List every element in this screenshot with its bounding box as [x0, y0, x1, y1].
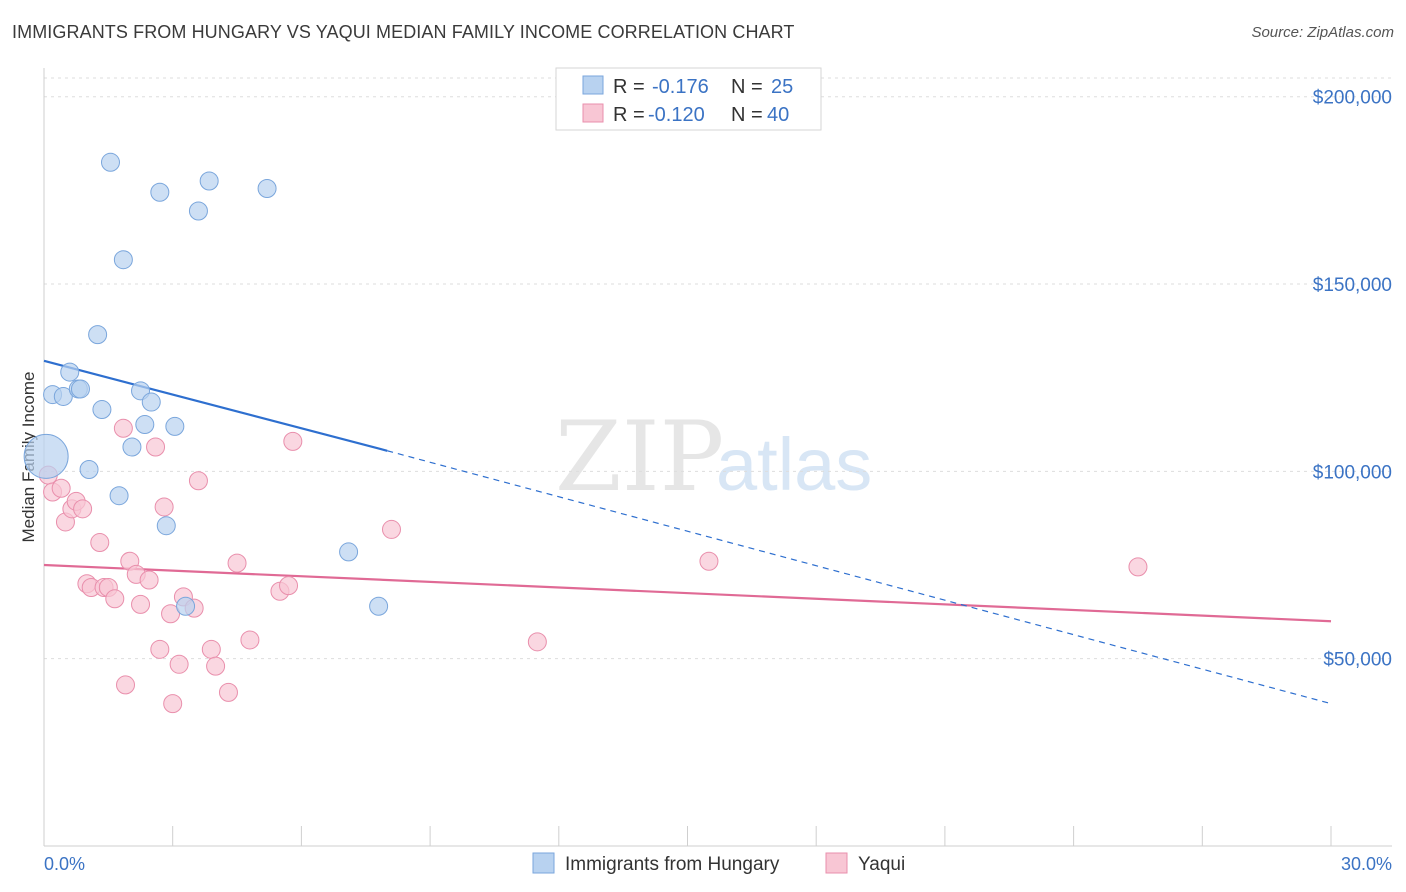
data-point-yaqui	[150, 639, 170, 659]
data-point-yaqui	[116, 675, 136, 695]
stats-r-label-yaqui: R =	[613, 104, 645, 126]
data-point-hungary	[150, 182, 170, 202]
data-point-hungary	[257, 179, 277, 199]
legend-label-hungary: Immigrants from Hungary	[565, 854, 780, 875]
watermark-zip: ZIP	[555, 401, 724, 513]
data-point-yaqui	[73, 499, 93, 519]
trend-line-hungary-extension	[387, 450, 1332, 705]
data-point-yaqui	[240, 630, 260, 650]
data-point-hungary	[141, 392, 161, 412]
data-point-yaqui	[169, 654, 189, 674]
stats-r-label-hungary: R =	[613, 76, 645, 98]
x-tick-label-min: 0.0%	[44, 854, 85, 874]
data-point-hungary	[339, 542, 359, 562]
data-point-yaqui	[201, 639, 221, 659]
data-point-hungary	[165, 416, 185, 436]
data-point-hungary	[199, 171, 219, 191]
data-point-hungary	[122, 437, 142, 457]
stats-n-value-hungary: 25	[771, 76, 793, 98]
y-tick-label: $50,000	[1323, 650, 1392, 671]
data-point-hungary	[113, 250, 133, 270]
data-point-yaqui	[90, 533, 110, 553]
stats-n-value-yaqui: 40	[767, 104, 789, 126]
watermark-atlas: atlas	[716, 423, 872, 506]
data-point-yaqui	[161, 604, 181, 624]
data-point-yaqui	[139, 570, 159, 590]
trend-line-yaqui	[43, 563, 1332, 623]
stats-legend: R = -0.176 N = 25 R = -0.120 N = 40	[555, 67, 822, 131]
data-point-yaqui	[113, 418, 133, 438]
data-point-yaqui	[283, 431, 303, 451]
data-point-hungary	[60, 362, 80, 382]
series-legend: Immigrants from Hungary Yaqui	[532, 852, 905, 875]
data-point-hungary	[53, 386, 73, 406]
data-point-hungary	[156, 516, 176, 536]
data-point-hungary	[176, 596, 196, 616]
y-tick-label: $100,000	[1313, 462, 1392, 483]
data-point-hungary	[70, 379, 90, 399]
data-point-yaqui	[163, 694, 183, 714]
chart-title: IMMIGRANTS FROM HUNGARY VS YAQUI MEDIAN …	[12, 22, 795, 42]
data-point-hungary	[88, 325, 108, 345]
data-point-yaqui	[527, 632, 547, 652]
legend-swatch-yaqui	[825, 852, 848, 874]
data-point-hungary	[100, 152, 120, 172]
data-point-yaqui	[227, 553, 247, 573]
legend-label-yaqui: Yaqui	[858, 854, 905, 875]
y-tick-label: $150,000	[1313, 275, 1392, 296]
trend-line-hungary	[43, 359, 388, 452]
data-point-yaqui	[1128, 557, 1148, 577]
stats-swatch-hungary	[582, 75, 604, 95]
data-point-yaqui	[146, 437, 166, 457]
data-point-yaqui	[51, 478, 71, 498]
source-label: Source: ZipAtlas.com	[1251, 24, 1394, 41]
data-point-yaqui	[381, 519, 401, 539]
data-point-hungary	[23, 433, 69, 479]
trend-lines	[43, 359, 1332, 705]
watermark: ZIP atlas	[555, 401, 872, 513]
data-point-yaqui	[105, 589, 125, 609]
y-tick-labels: $50,000 $100,000 $150,000 $200,000	[1313, 88, 1392, 671]
stats-r-value-hungary: -0.176	[652, 76, 709, 98]
data-point-hungary	[92, 400, 112, 420]
data-point-yaqui	[188, 471, 208, 491]
x-tick-label-max: 30.0%	[1341, 854, 1392, 874]
stats-swatch-yaqui	[582, 103, 604, 123]
stats-n-label-yaqui: N =	[731, 104, 763, 126]
data-point-yaqui	[154, 497, 174, 517]
data-point-yaqui	[279, 576, 299, 596]
grid-lines	[44, 77, 1392, 660]
data-point-yaqui	[206, 656, 226, 676]
stats-n-label-hungary: N =	[731, 76, 763, 98]
data-point-hungary	[109, 486, 129, 506]
data-point-yaqui	[699, 551, 719, 571]
data-points	[23, 152, 1148, 714]
data-point-yaqui	[131, 594, 151, 614]
data-point-hungary	[188, 201, 208, 221]
stats-r-value-yaqui: -0.120	[648, 104, 705, 126]
legend-swatch-hungary	[532, 852, 555, 874]
data-point-hungary	[79, 459, 99, 479]
data-point-hungary	[369, 596, 389, 616]
data-point-hungary	[135, 415, 155, 435]
data-point-yaqui	[218, 682, 238, 702]
y-tick-label: $200,000	[1313, 88, 1392, 109]
x-tick-marks	[43, 826, 1332, 846]
